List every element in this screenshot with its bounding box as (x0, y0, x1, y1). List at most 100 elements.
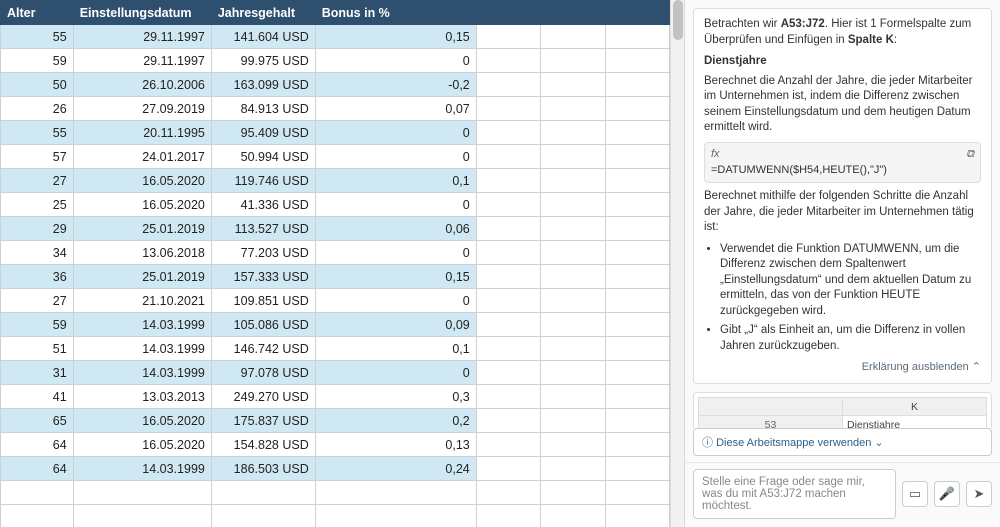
cell-gehalt[interactable]: 157.333 USD (211, 265, 315, 289)
cell-datum[interactable]: 16.05.2020 (73, 169, 211, 193)
empty-cell[interactable] (605, 481, 669, 505)
empty-cell[interactable] (541, 505, 605, 527)
table-row[interactable]: 2925.01.2019113.527 USD0,06 (1, 217, 670, 241)
empty-cell[interactable] (476, 433, 540, 457)
empty-cell[interactable] (605, 313, 669, 337)
cell-datum[interactable]: 16.05.2020 (73, 433, 211, 457)
table-row[interactable]: 5724.01.201750.994 USD0 (1, 145, 670, 169)
cell-gehalt[interactable]: 99.975 USD (211, 49, 315, 73)
empty-cell[interactable] (605, 505, 669, 527)
empty-cell[interactable] (605, 433, 669, 457)
cell-gehalt[interactable]: 41.336 USD (211, 193, 315, 217)
cell-bonus[interactable]: 0 (315, 145, 476, 169)
empty-cell[interactable] (476, 481, 540, 505)
cell-datum[interactable]: 25.01.2019 (73, 217, 211, 241)
empty-cell[interactable] (605, 409, 669, 433)
scrollbar-thumb[interactable] (673, 0, 683, 40)
empty-cell[interactable] (541, 361, 605, 385)
empty-cell[interactable] (476, 73, 540, 97)
cell-bonus[interactable]: 0,15 (315, 265, 476, 289)
empty-cell[interactable] (541, 25, 605, 49)
mic-icon[interactable]: 🎤 (934, 481, 960, 507)
cell-gehalt[interactable]: 163.099 USD (211, 73, 315, 97)
empty-cell[interactable] (1, 505, 74, 527)
cell-alter[interactable]: 55 (1, 25, 74, 49)
empty-cell[interactable] (605, 457, 669, 481)
empty-cell[interactable] (476, 265, 540, 289)
cell-gehalt[interactable]: 50.994 USD (211, 145, 315, 169)
empty-cell[interactable] (541, 337, 605, 361)
empty-cell[interactable] (605, 145, 669, 169)
cell-alter[interactable]: 50 (1, 73, 74, 97)
cell-gehalt[interactable]: 146.742 USD (211, 337, 315, 361)
table-row[interactable]: 5914.03.1999105.086 USD0,09 (1, 313, 670, 337)
preview-cell[interactable]: Dienstjahre (843, 416, 987, 428)
empty-cell[interactable] (476, 97, 540, 121)
empty-cell[interactable] (541, 457, 605, 481)
empty-cell[interactable] (605, 337, 669, 361)
cell-bonus[interactable]: 0 (315, 193, 476, 217)
empty-cell[interactable] (476, 25, 540, 49)
empty-cell[interactable] (541, 289, 605, 313)
empty-cell[interactable] (541, 433, 605, 457)
empty-cell[interactable] (541, 49, 605, 73)
empty-cell[interactable] (476, 289, 540, 313)
table-row[interactable]: 2716.05.2020119.746 USD0,1 (1, 169, 670, 193)
cell-alter[interactable]: 31 (1, 361, 74, 385)
cell-gehalt[interactable]: 119.746 USD (211, 169, 315, 193)
empty-cell[interactable] (605, 49, 669, 73)
empty-cell[interactable] (541, 193, 605, 217)
empty-cell[interactable] (476, 169, 540, 193)
empty-cell[interactable] (211, 481, 315, 505)
empty-cell[interactable] (605, 241, 669, 265)
empty-cell[interactable] (541, 385, 605, 409)
empty-cell[interactable] (476, 121, 540, 145)
empty-cell[interactable] (476, 361, 540, 385)
col-header-alter[interactable]: Alter (1, 1, 74, 25)
cell-datum[interactable]: 21.10.2021 (73, 289, 211, 313)
empty-cell[interactable] (541, 169, 605, 193)
empty-cell[interactable] (476, 457, 540, 481)
empty-cell[interactable] (605, 217, 669, 241)
cell-alter[interactable]: 27 (1, 289, 74, 313)
empty-cell[interactable] (541, 241, 605, 265)
col-header-gehalt[interactable]: Jahresgehalt (211, 1, 315, 25)
cell-datum[interactable]: 14.03.1999 (73, 457, 211, 481)
cell-alter[interactable]: 34 (1, 241, 74, 265)
preview-col-k[interactable]: K (843, 398, 987, 416)
empty-cell[interactable] (605, 385, 669, 409)
preview-row[interactable]: 53Dienstjahre (699, 416, 987, 428)
cell-bonus[interactable]: 0,09 (315, 313, 476, 337)
empty-cell[interactable] (605, 289, 669, 313)
cell-gehalt[interactable]: 141.604 USD (211, 25, 315, 49)
cell-datum[interactable]: 25.01.2019 (73, 265, 211, 289)
cell-datum[interactable]: 16.05.2020 (73, 193, 211, 217)
empty-cell[interactable] (1, 481, 74, 505)
cell-datum[interactable]: 20.11.1995 (73, 121, 211, 145)
explain-toggle[interactable]: Erklärung ausblenden ⌃ (704, 360, 981, 375)
cell-alter[interactable]: 26 (1, 97, 74, 121)
cell-alter[interactable]: 64 (1, 433, 74, 457)
cell-bonus[interactable]: 0,13 (315, 433, 476, 457)
cell-gehalt[interactable]: 175.837 USD (211, 409, 315, 433)
book-icon[interactable]: ▭ (902, 481, 928, 507)
cell-gehalt[interactable]: 154.828 USD (211, 433, 315, 457)
cell-gehalt[interactable]: 109.851 USD (211, 289, 315, 313)
empty-cell[interactable] (605, 121, 669, 145)
cell-gehalt[interactable]: 186.503 USD (211, 457, 315, 481)
cell-alter[interactable]: 41 (1, 385, 74, 409)
cell-datum[interactable]: 29.11.1997 (73, 25, 211, 49)
cell-datum[interactable]: 14.03.1999 (73, 313, 211, 337)
cell-datum[interactable]: 29.11.1997 (73, 49, 211, 73)
cell-alter[interactable]: 25 (1, 193, 74, 217)
empty-cell[interactable] (541, 313, 605, 337)
cell-datum[interactable]: 14.03.1999 (73, 337, 211, 361)
empty-cell[interactable] (315, 505, 476, 527)
table-row[interactable]: 6516.05.2020175.837 USD0,2 (1, 409, 670, 433)
formula-text[interactable]: =DATUMWENN($H54,HEUTE(),"J") (711, 163, 974, 178)
empty-cell[interactable] (476, 217, 540, 241)
cell-datum[interactable]: 13.06.2018 (73, 241, 211, 265)
copy-icon[interactable]: ⧉ (966, 147, 974, 162)
cell-bonus[interactable]: 0 (315, 241, 476, 265)
table-row[interactable]: 2627.09.201984.913 USD0,07 (1, 97, 670, 121)
